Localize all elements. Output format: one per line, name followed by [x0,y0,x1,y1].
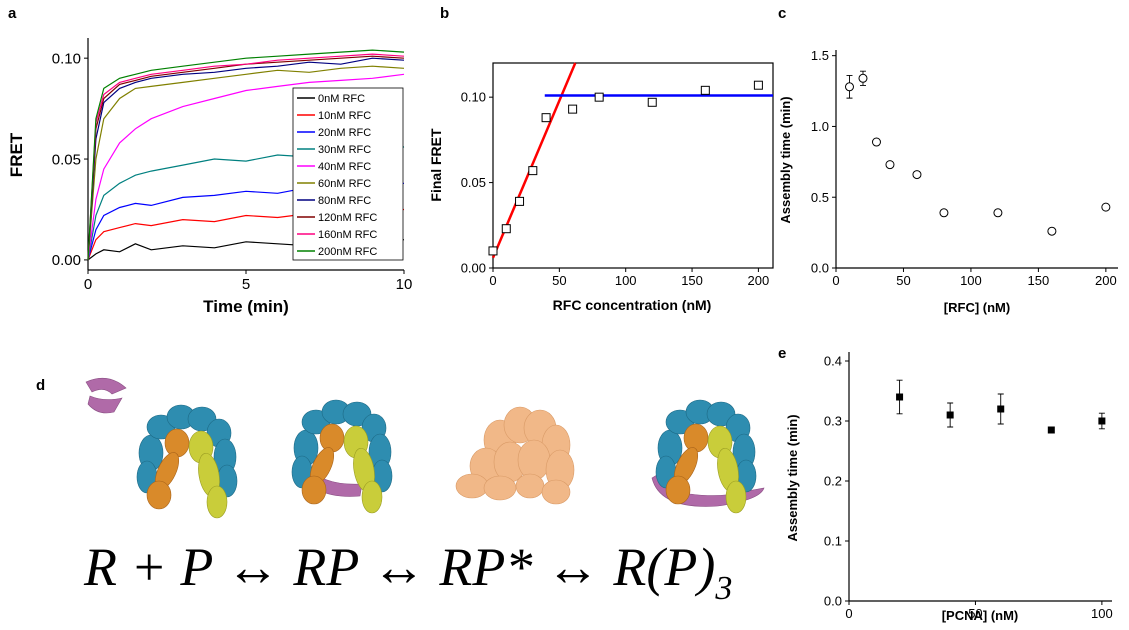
y-tick-label: 0.0 [811,261,829,276]
x-tick-label: 0 [832,273,839,288]
point [997,405,1005,413]
y-tick-label: 0.00 [52,252,81,269]
legend-entry: 10nM RFC [318,110,371,122]
legend-entry: 80nM RFC [318,195,371,207]
y-tick-label: 0.0 [824,594,842,609]
trace [87,65,405,260]
point [946,411,954,419]
x-tick-label: 200 [1095,273,1117,288]
pcna-subunit [85,377,127,414]
point [912,170,922,180]
x-tick-label: 0 [845,606,852,621]
y-axis-label: Final FRET [428,128,444,202]
panel-label: b [440,5,449,22]
point [896,393,904,401]
y-tick-label: 0.1 [824,534,842,549]
point [568,104,578,114]
x-tick-label: 50 [968,606,982,621]
reaction-equation: R + P ↔ RP ↔ RP* ↔ R(P)3 [83,537,732,607]
y-axis-label: Assembly time (min) [778,96,793,223]
point [501,224,511,234]
x-tick-label: 100 [615,273,637,288]
point [939,208,949,218]
trace [87,49,405,260]
y-tick-label: 0.05 [52,151,81,168]
legend-entry: 120nM RFC [318,212,377,224]
x-tick-label: 200 [748,273,770,288]
equation-subscript: 3 [714,570,732,607]
x-tick-label: 100 [1091,606,1113,621]
point [528,166,538,176]
point [993,208,1003,218]
y-tick-label: 0.05 [461,175,486,190]
point [488,246,498,256]
x-axis-label: RFC concentration (nM) [553,297,712,313]
point [1047,426,1055,434]
x-tick-label: 100 [960,273,982,288]
y-tick-label: 0.4 [824,354,842,369]
panel-label: a [8,5,17,22]
legend-entry: 20nM RFC [318,127,371,139]
y-tick-label: 1.5 [811,48,829,63]
y-tick-label: 0.3 [824,414,842,429]
equation-text: R + P ↔ RP ↔ RP* ↔ R(P) [83,537,715,597]
point [858,73,868,83]
point [844,82,854,92]
panel-label: c [778,5,786,22]
y-tick-label: 0.10 [52,50,81,67]
point [1047,226,1057,236]
y-tick-label: 1.0 [811,119,829,134]
point [647,97,657,107]
point [1098,417,1106,425]
trace [87,55,405,260]
point [515,196,525,206]
y-tick-label: 0.00 [461,261,486,276]
x-tick-label: 10 [396,276,413,293]
x-tick-label: 150 [681,273,703,288]
y-tick-label: 0.5 [811,190,829,205]
point [885,160,895,170]
point [700,85,710,95]
point [541,113,551,123]
x-tick-label: 50 [896,273,910,288]
rfc-pcna-ring-complex [651,399,765,514]
rfc-molecule [136,404,238,519]
point [871,137,881,147]
rfc-pcna-complex [291,399,393,514]
trace [87,53,405,260]
y-axis-label: Assembly time (min) [785,414,800,541]
trace [87,73,405,260]
x-tick-label: 0 [489,273,496,288]
point [1101,202,1111,212]
y-tick-label: 0.2 [824,474,842,489]
x-tick-label: 5 [242,276,250,293]
x-tick-label: 50 [552,273,566,288]
panel-label: d [36,377,45,394]
x-axis-label: [PCNA] (nM) [942,608,1019,623]
y-axis-label: FRET [7,132,26,177]
legend-entry: 40nM RFC [318,161,371,173]
y-tick-label: 0.10 [461,90,486,105]
panel-label: e [778,345,786,362]
x-tick-label: 150 [1028,273,1050,288]
trace [87,57,405,260]
legend-entry: 60nM RFC [318,178,371,190]
legend-entry: 0nM RFC [318,93,365,105]
x-tick-label: 0 [84,276,92,293]
legend-box [292,87,404,261]
legend-entry: 160nM RFC [318,229,377,241]
legend-entry: 30nM RFC [318,144,371,156]
x-axis-label: [RFC] (nM) [944,300,1010,315]
rfc-surface [455,406,575,505]
legend-entry: 200nM RFC [318,246,377,258]
point [594,92,604,102]
plot-frame [492,62,774,269]
x-axis-label: Time (min) [203,297,289,316]
point [753,80,763,90]
